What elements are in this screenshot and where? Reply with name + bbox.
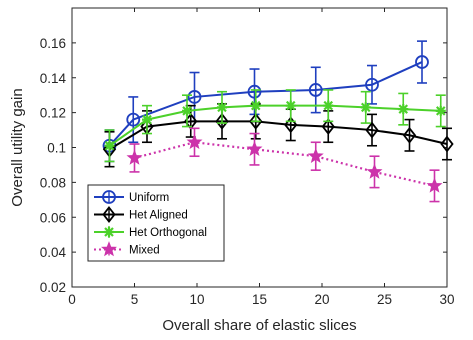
data-point (321, 118, 335, 136)
data-point (323, 100, 334, 111)
y-tick-label: 0.12 (40, 106, 66, 121)
data-point (360, 102, 371, 113)
legend-item: Uniform (94, 190, 169, 204)
legend-label: Het Aligned (129, 210, 188, 222)
series-het-orthogonal (104, 89, 446, 163)
y-tick-label: 0.02 (40, 280, 66, 295)
legend-label: Het Orthogonal (129, 227, 207, 239)
data-point (365, 121, 379, 139)
y-tick-label: 0.08 (40, 175, 66, 190)
x-tick-label: 20 (314, 292, 329, 307)
data-point (366, 163, 383, 179)
y-axis-label: Overall utility gain (9, 88, 26, 206)
series-line (108, 104, 441, 147)
data-point (182, 105, 192, 116)
data-point (101, 241, 117, 257)
y-tick-label: 0.14 (40, 71, 67, 86)
data-point (247, 84, 262, 99)
y-tick-label: 0.16 (40, 36, 66, 51)
legend-item: Mixed (94, 241, 160, 257)
error-bar (417, 40, 427, 84)
x-tick-label: 0 (68, 292, 76, 307)
data-point (215, 112, 229, 130)
data-point (440, 135, 454, 153)
axis-ticks: 0 5 10 15 20 25 30 0.02 0.04 0.06 0.08 0.1 0.12 0.14 0… (40, 8, 455, 307)
legend-label: Uniform (129, 192, 169, 204)
series-het-aligned (102, 103, 454, 168)
error-bar (404, 118, 415, 152)
legend-label: Mixed (129, 245, 160, 257)
data-point (250, 100, 261, 111)
data-point (142, 114, 152, 125)
data-point (104, 227, 114, 237)
data-point (398, 104, 409, 115)
data-point (126, 112, 141, 127)
data-point (246, 140, 263, 157)
data-point (104, 140, 115, 151)
data-point (126, 149, 143, 165)
error-bar (367, 113, 377, 147)
y-tick-label: 0.04 (40, 245, 67, 260)
x-tick-label: 30 (439, 292, 454, 307)
data-point (102, 190, 116, 204)
legend-item: Het Orthogonal (94, 226, 207, 239)
data-point (365, 77, 379, 92)
x-tick-label: 10 (189, 292, 204, 307)
y-tick-label: 0.1 (47, 141, 66, 156)
data-point (102, 206, 116, 223)
data-point (285, 100, 296, 111)
error-bar (442, 127, 452, 161)
data-point (426, 177, 443, 193)
legend: Uniform Het Aligned Het Orthogonal Mixed (87, 184, 225, 262)
data-point (284, 116, 298, 134)
data-point (435, 105, 446, 116)
data-point (217, 102, 227, 113)
series-line (108, 120, 448, 151)
legend-item: Het Aligned (94, 206, 188, 223)
data-point (402, 126, 417, 144)
x-tick-label: 25 (377, 292, 392, 307)
data-point (186, 133, 203, 150)
data-point (415, 55, 429, 69)
series-mixed (126, 127, 443, 203)
series-line (134, 141, 435, 187)
data-point (307, 147, 324, 164)
data-point (187, 90, 202, 104)
data-point (249, 112, 263, 130)
y-tick-label: 0.06 (40, 210, 66, 225)
x-tick-label: 5 (131, 292, 139, 307)
plot-area (102, 40, 454, 203)
x-axis-label: Overall share of elastic slices (162, 317, 356, 334)
data-point (308, 83, 323, 97)
x-tick-label: 15 (252, 292, 267, 307)
